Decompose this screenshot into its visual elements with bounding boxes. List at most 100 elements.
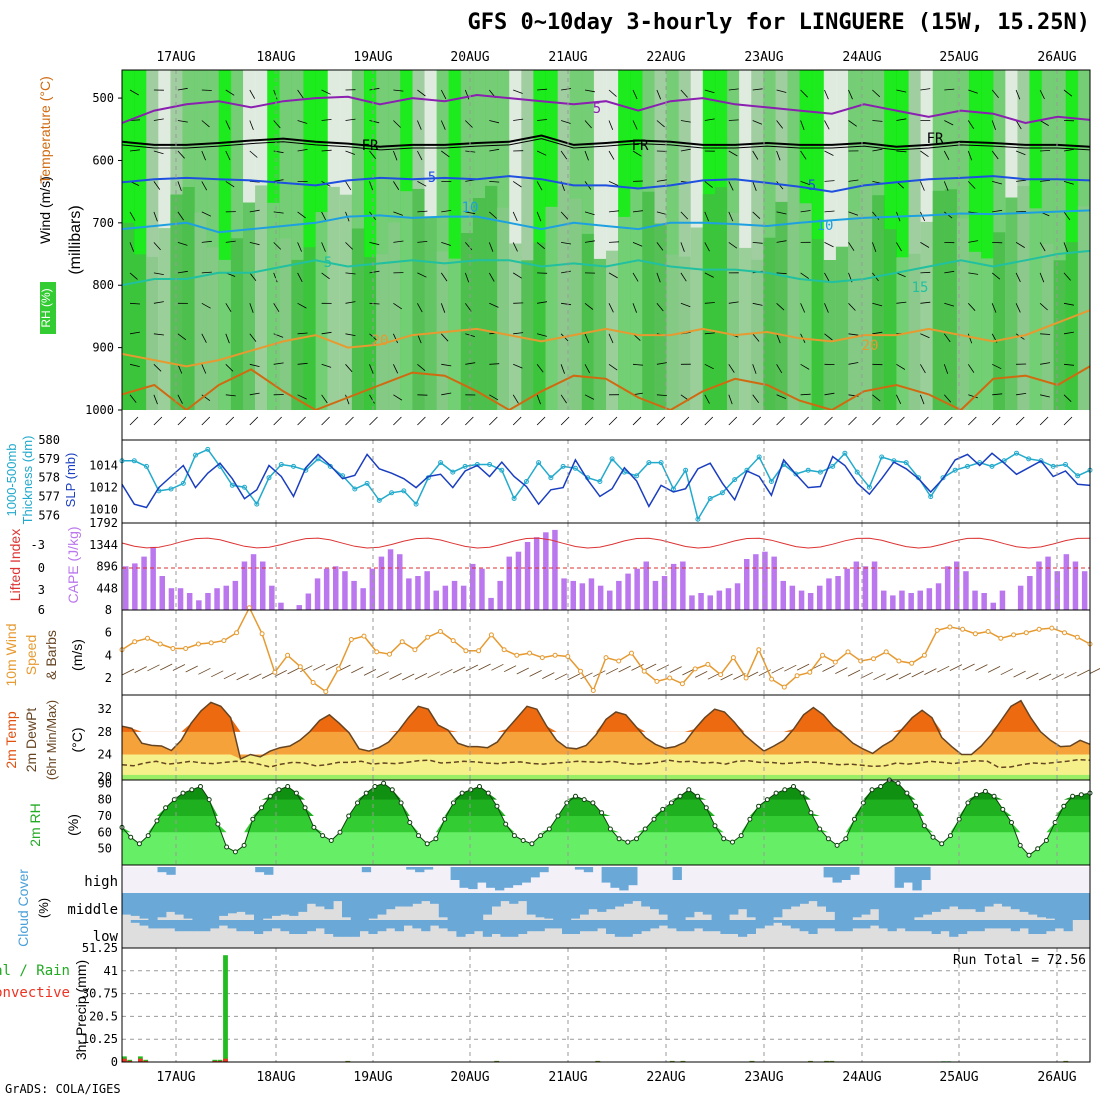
rh-point (1078, 792, 1084, 798)
wind-barb (656, 303, 664, 312)
cloud-bar (570, 920, 580, 934)
wind-barb (273, 242, 282, 250)
cloud-bar (412, 893, 422, 904)
rh-point (372, 784, 378, 789)
wind-10m-barb (1077, 669, 1090, 677)
date-label-bottom: 26AUG (1037, 1070, 1076, 1085)
wind-barb (440, 272, 448, 282)
rh-column-lower (690, 227, 704, 410)
cape-bar (305, 593, 312, 610)
wind-barb (776, 303, 785, 311)
wind-barb (153, 150, 164, 155)
cloud-bar (940, 920, 950, 932)
cloud-bar (350, 920, 360, 937)
thickness-point (903, 460, 909, 466)
rh-point (241, 842, 247, 848)
cloud-bar (676, 893, 686, 920)
cloud-bar (298, 920, 308, 934)
cloud-bar (280, 893, 290, 915)
thickness-point (683, 467, 689, 473)
wind-barb (560, 364, 565, 374)
thickness-point (560, 463, 566, 469)
thickness-point (989, 463, 995, 469)
wind-barb (896, 363, 906, 370)
wind-barb (632, 150, 642, 157)
wind-speed-point (234, 630, 240, 636)
wind-10m-barb (886, 673, 899, 681)
slp-panel-bg (122, 440, 1090, 523)
cape-bar (972, 590, 978, 610)
temp-tick-label: 28 (98, 725, 112, 739)
thickness-point (450, 469, 456, 475)
wind-speed-point (157, 641, 163, 647)
wind-barb (177, 150, 185, 159)
rh-column-lower (811, 239, 825, 410)
wind-barb (991, 272, 1001, 280)
wind-barb (752, 150, 759, 160)
cloud-bar (632, 893, 642, 902)
rh-point (939, 841, 945, 847)
cloud-bar (122, 893, 132, 915)
cloud-bar (729, 920, 739, 934)
surface-wind-barb (608, 416, 618, 426)
cloud-bar (790, 893, 800, 907)
wind-barb (536, 394, 541, 405)
cloud-bar (174, 920, 184, 932)
wind-side-label-3: & Barbs (43, 630, 59, 680)
rh-point (817, 826, 823, 832)
cloud-bar (921, 867, 931, 880)
wind-speed-point (336, 666, 341, 672)
cape-bar (196, 600, 202, 610)
date-label-bottom: 20AUG (450, 1070, 489, 1085)
date-label-top: 26AUG (1037, 50, 1076, 65)
wind-barb (752, 120, 763, 125)
cloud-bar (1081, 893, 1091, 920)
cloud-bar (482, 893, 492, 915)
rh-column-lower (521, 260, 534, 410)
wind-barb (752, 364, 757, 374)
cloud-bar (403, 920, 413, 926)
thickness-point (205, 446, 211, 452)
wind-barb (656, 242, 664, 251)
wind-speed-point (820, 652, 825, 658)
cloud-bar (430, 920, 440, 926)
cape-bar (579, 583, 586, 610)
cloud-bar (210, 893, 220, 920)
credit-label: GrADS: COLA/IGES (5, 1082, 121, 1096)
rh-column-lower (581, 233, 595, 410)
cape-bar (1063, 554, 1070, 610)
rh-column-lower (388, 222, 401, 410)
wind-barb (1015, 242, 1025, 248)
dewpoint-line (121, 758, 1091, 769)
cloud-bar (755, 920, 765, 929)
cape-bar (168, 588, 175, 610)
date-label-top: 24AUG (842, 50, 881, 65)
thickness-tick-label: 577 (38, 490, 60, 504)
thickness-point (609, 456, 615, 462)
precip-convective-label: Convective (0, 985, 70, 1001)
cape-bar (214, 588, 220, 610)
cloud-bar (1072, 893, 1082, 920)
wind-speed-point (412, 647, 418, 653)
cape-bar (1017, 585, 1024, 610)
wind-barb (704, 211, 709, 222)
wind-barb (536, 333, 547, 337)
wind-barb (153, 211, 158, 222)
wind-barb (800, 89, 808, 98)
cloud-bar (746, 893, 756, 918)
cloud-bar (500, 920, 510, 937)
wind-barb (656, 272, 661, 283)
lifted-index-line (121, 537, 1091, 549)
thickness-point (695, 516, 701, 522)
cape-bar (744, 559, 750, 610)
wind-speed-point (578, 668, 583, 674)
cloud-bar (623, 893, 633, 904)
cloud-bar (130, 893, 140, 916)
cape-bar (661, 576, 668, 610)
surface-wind-barb (1015, 416, 1025, 426)
cloud-bar (764, 920, 774, 926)
wind-barb (393, 120, 401, 128)
wind-barb (656, 394, 667, 396)
thickness-point (670, 486, 676, 492)
wind-speed-point (603, 655, 609, 661)
